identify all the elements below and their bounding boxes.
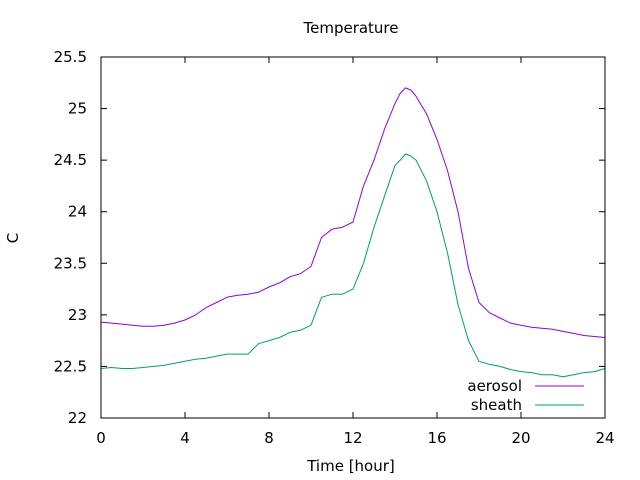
y-tick-label: 23 xyxy=(68,306,87,324)
plot-lines xyxy=(100,87,606,378)
series-line-aerosol xyxy=(100,87,606,338)
plot-frame xyxy=(100,56,606,419)
legend-label-aerosol: aerosol xyxy=(467,377,522,395)
y-tick-label: 22.5 xyxy=(54,357,87,375)
y-tick-label: 25.5 xyxy=(54,48,87,66)
x-tick-label: 0 xyxy=(96,429,106,447)
x-tick-label: 8 xyxy=(264,429,274,447)
chart-title: Temperature xyxy=(302,19,398,37)
axis-ticks: 0 4 8 12 16 20 24 22 22.5 23 23.5 24 24.5 25 25.5 xyxy=(54,48,615,447)
series-line-sheath xyxy=(100,153,606,378)
y-tick-label: 24.5 xyxy=(54,151,87,169)
x-axis-label: Time [hour] xyxy=(306,457,395,475)
x-tick-label: 24 xyxy=(595,429,614,447)
y-tick-label: 22 xyxy=(68,409,87,427)
x-tick-label: 12 xyxy=(343,429,362,447)
legend-label-sheath: sheath xyxy=(471,396,522,414)
y-tick-label: 24 xyxy=(68,203,87,221)
x-tick-label: 4 xyxy=(180,429,190,447)
x-tick-label: 16 xyxy=(427,429,446,447)
y-axis-label: C xyxy=(4,233,22,243)
x-tick-label: 20 xyxy=(511,429,530,447)
y-tick-label: 25 xyxy=(68,100,87,118)
y-tick-label: 23.5 xyxy=(54,254,87,272)
